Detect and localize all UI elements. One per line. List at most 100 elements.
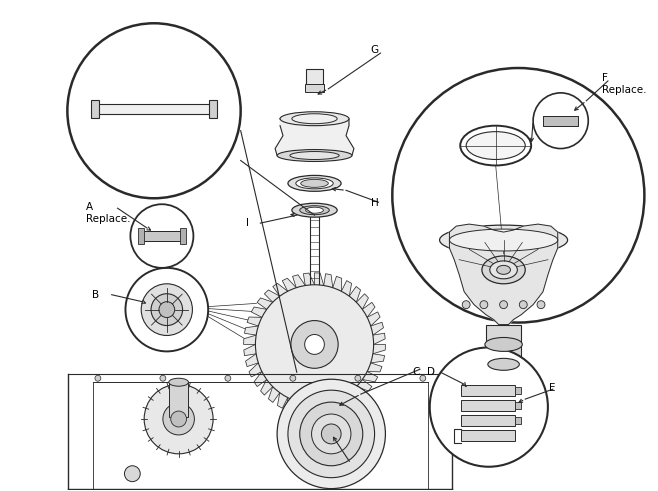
Polygon shape	[342, 393, 356, 406]
Circle shape	[126, 268, 208, 352]
Circle shape	[321, 424, 341, 444]
Circle shape	[67, 23, 241, 198]
Polygon shape	[249, 363, 262, 377]
Text: I: I	[245, 218, 249, 228]
Text: A
Replace.: A Replace.	[86, 202, 130, 224]
Circle shape	[277, 379, 386, 489]
Bar	[180, 228, 186, 244]
Bar	[515, 402, 521, 409]
Ellipse shape	[449, 229, 558, 251]
Polygon shape	[315, 404, 326, 416]
Bar	[91, 100, 99, 118]
Text: C: C	[412, 367, 419, 377]
Ellipse shape	[482, 256, 525, 284]
Circle shape	[355, 375, 361, 381]
Ellipse shape	[288, 175, 341, 191]
Polygon shape	[261, 380, 273, 395]
Polygon shape	[254, 372, 266, 386]
Circle shape	[130, 204, 193, 268]
Polygon shape	[282, 278, 296, 291]
Circle shape	[159, 301, 174, 318]
Circle shape	[124, 466, 140, 482]
Ellipse shape	[466, 132, 525, 160]
Ellipse shape	[460, 126, 531, 165]
Ellipse shape	[306, 207, 323, 213]
Text: F
Replace.: F Replace.	[602, 73, 647, 95]
Bar	[209, 100, 217, 118]
Polygon shape	[449, 224, 558, 325]
Polygon shape	[333, 398, 347, 410]
Polygon shape	[356, 380, 372, 391]
Polygon shape	[333, 276, 342, 291]
Polygon shape	[363, 302, 375, 317]
Circle shape	[171, 411, 186, 427]
Circle shape	[430, 348, 548, 467]
Ellipse shape	[169, 378, 188, 386]
Circle shape	[141, 284, 192, 335]
Ellipse shape	[485, 337, 522, 352]
Ellipse shape	[296, 178, 333, 189]
Polygon shape	[373, 345, 386, 354]
Circle shape	[480, 300, 488, 309]
Polygon shape	[370, 354, 384, 363]
Bar	[169, 382, 188, 417]
Text: G: G	[370, 45, 379, 55]
Bar	[306, 69, 323, 89]
Ellipse shape	[300, 206, 329, 215]
Polygon shape	[373, 333, 385, 345]
Circle shape	[163, 403, 194, 435]
Bar	[461, 385, 515, 396]
Text: H: H	[370, 198, 378, 208]
Polygon shape	[243, 335, 256, 345]
Polygon shape	[273, 283, 288, 296]
Polygon shape	[245, 326, 259, 335]
Polygon shape	[305, 404, 315, 416]
Polygon shape	[288, 398, 296, 412]
Circle shape	[300, 402, 363, 466]
Polygon shape	[293, 275, 305, 288]
Polygon shape	[296, 401, 305, 415]
Bar	[305, 84, 324, 92]
Ellipse shape	[440, 225, 568, 255]
Circle shape	[151, 294, 182, 326]
Polygon shape	[342, 281, 351, 296]
Bar	[515, 417, 521, 424]
Polygon shape	[370, 322, 384, 335]
Bar	[461, 400, 515, 411]
Circle shape	[144, 384, 213, 454]
Polygon shape	[244, 345, 256, 355]
Text: E: E	[549, 383, 555, 393]
Text: D: D	[427, 367, 435, 377]
Ellipse shape	[292, 114, 337, 124]
Polygon shape	[265, 290, 280, 302]
Circle shape	[533, 93, 588, 149]
Polygon shape	[367, 363, 382, 372]
Bar	[543, 116, 578, 126]
Polygon shape	[356, 294, 368, 309]
Circle shape	[160, 375, 166, 381]
Polygon shape	[251, 307, 266, 317]
Circle shape	[225, 375, 231, 381]
Circle shape	[392, 68, 644, 323]
Polygon shape	[245, 354, 259, 367]
Polygon shape	[303, 273, 315, 285]
Polygon shape	[349, 386, 365, 399]
Circle shape	[291, 321, 338, 368]
Polygon shape	[315, 273, 324, 285]
Ellipse shape	[490, 261, 517, 279]
Circle shape	[420, 375, 426, 381]
Polygon shape	[349, 287, 361, 302]
Polygon shape	[363, 372, 378, 382]
Polygon shape	[268, 386, 280, 402]
Bar	[486, 325, 521, 364]
Polygon shape	[278, 393, 288, 408]
Ellipse shape	[301, 179, 328, 188]
Circle shape	[255, 285, 374, 404]
Circle shape	[499, 300, 507, 309]
Polygon shape	[257, 298, 273, 309]
Circle shape	[519, 300, 527, 309]
Circle shape	[290, 375, 296, 381]
Bar	[97, 104, 211, 114]
Polygon shape	[367, 312, 380, 326]
Ellipse shape	[488, 358, 519, 370]
